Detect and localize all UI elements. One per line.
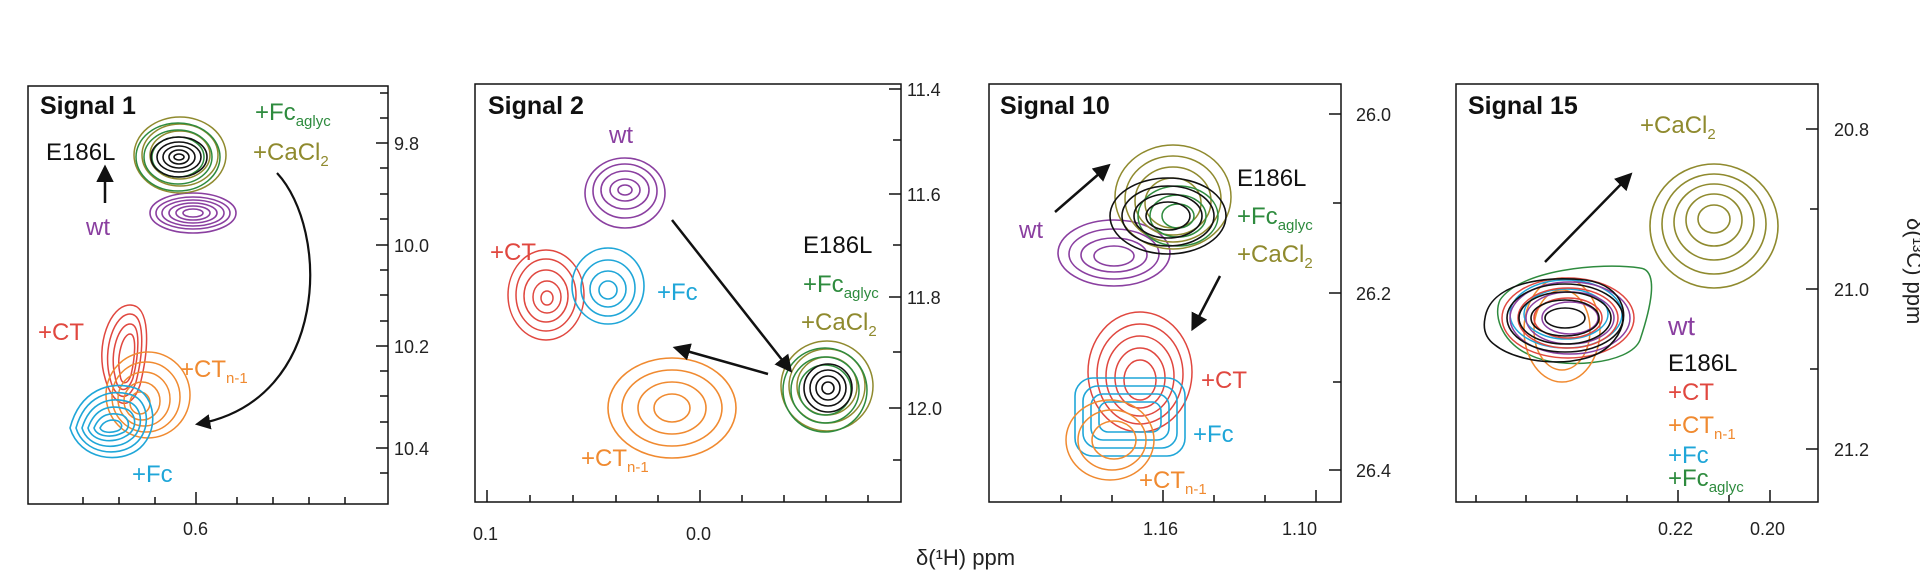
label-fc: +Fc: [657, 279, 698, 306]
peak-e186l: [1109, 177, 1227, 255]
y-tick-label: 10.4: [394, 439, 429, 459]
y-tick-label: 26.0: [1356, 105, 1391, 125]
y-tick-label: 26.2: [1356, 284, 1391, 304]
y-axis-label: δ(¹³C) ppm: [1902, 218, 1920, 324]
x-tick-label: 1.16: [1143, 519, 1178, 539]
label-wt: wt: [1667, 311, 1695, 341]
peak-fc: [571, 247, 645, 325]
peak-fc-aglyc: [1496, 265, 1653, 365]
label-fc-aglyc: +Fcaglyc: [1237, 203, 1313, 234]
peak-cacl2: [133, 116, 227, 194]
y-tick-label: 11.8: [907, 288, 941, 308]
peak-ct-n1: [607, 357, 737, 459]
panel-signal-15: Signal 15 20.8 21.0 21.2 0.22 0.20: [1455, 83, 1869, 539]
label-ct-n1: +CTn-1: [180, 356, 248, 387]
label-wt: wt: [1018, 217, 1043, 244]
label-e186l: E186L: [46, 139, 115, 166]
peak-cacl2: [1649, 163, 1779, 289]
peak-e186l: [1483, 277, 1625, 363]
label-e186l: E186L: [1237, 165, 1306, 192]
x-axis: [82, 492, 346, 504]
panel-signal-10: Signal 10 26.0 26.2 26.4 1.16 1.10: [988, 83, 1391, 539]
y-tick-label: 10.2: [394, 337, 429, 357]
panel-title: Signal 10: [1000, 92, 1110, 120]
x-tick-label: 1.10: [1282, 519, 1317, 539]
label-wt: wt: [608, 122, 633, 149]
panel-title: Signal 1: [40, 92, 136, 120]
label-cacl2: +CaCl2: [253, 139, 329, 170]
y-axis: [1329, 113, 1341, 471]
peak-ct-n1: [1065, 399, 1155, 481]
x-tick-label: 0.0: [686, 524, 711, 544]
panel-frame: [474, 83, 902, 503]
label-ct: +CT: [1201, 367, 1247, 394]
label-fc: +Fc: [1668, 442, 1709, 469]
y-tick-label: 12.0: [907, 399, 942, 419]
label-fc-aglyc: +Fcaglyc: [803, 271, 879, 302]
peak-wt: [584, 157, 666, 229]
label-fc-aglyc: +Fcaglyc: [1668, 465, 1744, 496]
y-tick-label: 26.4: [1356, 461, 1391, 481]
y-axis: [1806, 128, 1818, 450]
label-cacl2: +CaCl2: [1640, 112, 1716, 143]
peak-e186l: [150, 136, 208, 178]
label-e186l: E186L: [1668, 350, 1737, 377]
label-ct-n1: +CTn-1: [581, 445, 649, 476]
peak-e186l: [803, 363, 853, 413]
label-ct: +CT: [1668, 379, 1714, 406]
peak-ct: [101, 304, 148, 405]
label-e186l: E186L: [803, 232, 872, 259]
x-tick-label: 0.22: [1658, 519, 1693, 539]
peak-fc-aglyc: [782, 347, 868, 433]
x-axis-label: δ(¹H) ppm: [916, 545, 1015, 570]
label-ct-n1: +CTn-1: [1139, 467, 1207, 498]
x-tick-label: 0.1: [473, 524, 498, 544]
peak-ct-n1: [105, 351, 191, 439]
panel-frame: [1455, 83, 1819, 503]
label-ct: +CT: [490, 239, 536, 266]
x-tick-label: 0.20: [1750, 519, 1785, 539]
label-fc: +Fc: [132, 461, 173, 488]
panel-frame: [988, 83, 1342, 503]
x-axis: [486, 490, 869, 502]
peak-fc: [69, 384, 154, 459]
label-fc: +Fc: [1193, 421, 1234, 448]
x-axis: [1475, 490, 1771, 502]
y-tick-label: 11.6: [907, 185, 941, 205]
panel-title: Signal 2: [488, 92, 584, 120]
label-ct-n1: +CTn-1: [1668, 412, 1736, 443]
label-fc-aglyc: +Fcaglyc: [255, 99, 331, 130]
peak-fc: [1074, 377, 1186, 457]
y-axis: [376, 92, 388, 474]
x-axis: [1060, 490, 1317, 502]
peak-wt: [149, 192, 237, 234]
y-tick-label: 10.0: [394, 236, 429, 256]
label-ct: +CT: [38, 319, 84, 346]
label-cacl2: +CaCl2: [801, 309, 877, 340]
y-tick-label: 20.8: [1834, 120, 1869, 140]
label-cacl2: +CaCl2: [1237, 241, 1313, 272]
y-tick-label: 21.2: [1834, 440, 1869, 460]
peak-ct: [507, 249, 585, 341]
y-tick-label: 21.0: [1834, 280, 1869, 300]
panel-signal-1: Signal 1 9.8 10.0 10.2 10.4 0.6: [27, 85, 429, 539]
y-tick-label: 11.4: [907, 80, 941, 100]
x-tick-label: 0.6: [183, 519, 208, 539]
panel-title: Signal 15: [1468, 92, 1578, 120]
panel-signal-2: Signal 2 11.4 11.6 11.8 12.0 0.1 0.0: [473, 80, 942, 544]
label-wt: wt: [85, 214, 110, 241]
y-tick-label: 9.8: [394, 134, 419, 154]
y-axis: [889, 88, 901, 461]
